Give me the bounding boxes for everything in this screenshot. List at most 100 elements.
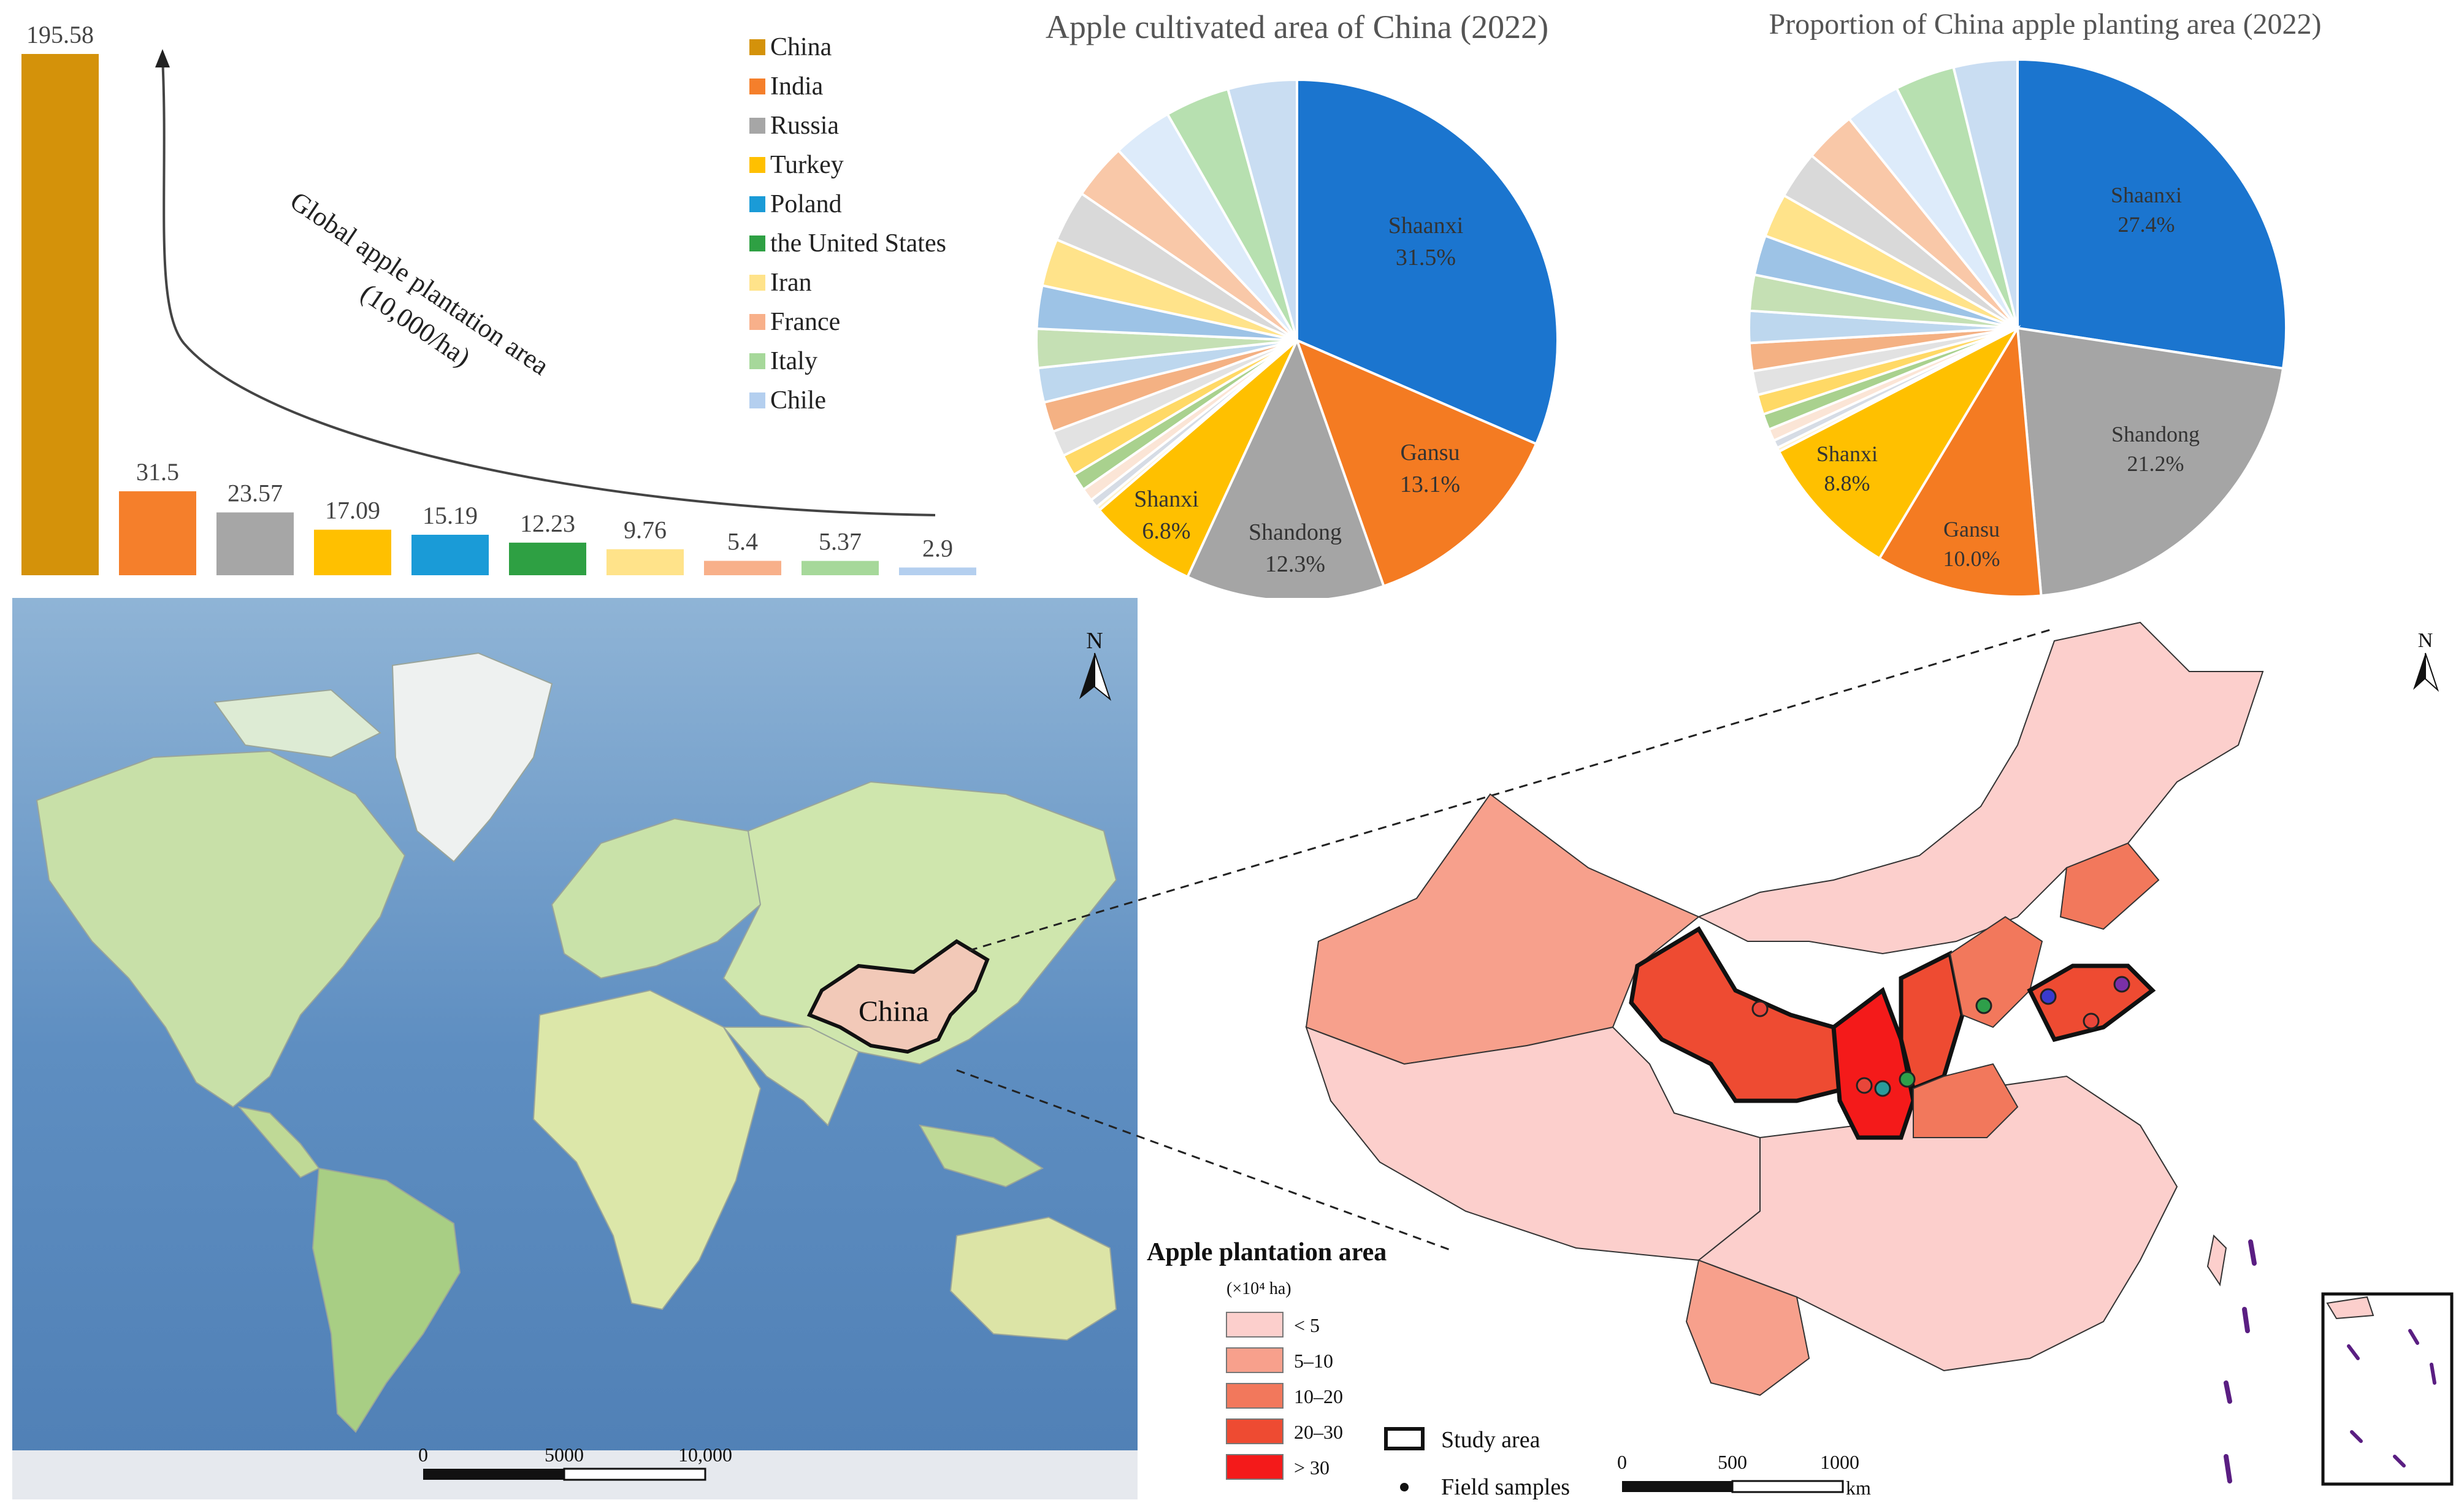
- legend-swatch: [749, 314, 765, 330]
- legend-label: France: [770, 308, 840, 336]
- china-scale-tick-0: 0: [1617, 1451, 1627, 1473]
- pie-left-pct-shaanxi: 31.5%: [1396, 245, 1456, 270]
- field-sample: [2083, 1012, 2100, 1030]
- bar-series: [21, 54, 976, 575]
- region-yunnan: [1685, 1259, 1810, 1396]
- legend-class-label: 5–10: [1294, 1350, 1333, 1372]
- world-north-label: N: [1086, 628, 1103, 654]
- bar-russia: [216, 512, 294, 575]
- legend-class-swatch: [1226, 1383, 1284, 1409]
- pie-left-labels: Shaanxi 31.5% Gansu 13.1% Shandong 12.3%…: [1134, 213, 1463, 577]
- china-outline: [806, 939, 990, 1054]
- china-scale-tick-2: 1000: [1820, 1451, 1859, 1473]
- south-asia: [722, 1027, 860, 1127]
- bar-value-label: 9.76: [624, 516, 667, 544]
- europe: [551, 817, 762, 979]
- pie-slice: [1952, 58, 2019, 329]
- pie-right-label-shanxi: Shanxi: [1816, 442, 1878, 466]
- arrowhead-icon: [155, 49, 170, 67]
- legend-class-label: > 30: [1294, 1456, 1330, 1479]
- region-gansu: [1629, 926, 1867, 1103]
- bar-value-label: 5.4: [727, 528, 758, 556]
- nine-dash-line: [2224, 1239, 2257, 1483]
- bar-india: [119, 491, 196, 575]
- south-china-sea-inset: [2321, 1292, 2454, 1486]
- legend-swatch: [749, 353, 765, 369]
- legend-study-area-swatch: [1384, 1427, 1425, 1450]
- bar-iran: [606, 549, 684, 575]
- pie-chart-planting-proportion: Proportion of China apple planting area …: [1748, 8, 2322, 598]
- pie-right-pct-shanxi: 8.8%: [1824, 471, 1870, 496]
- field-sample: [1899, 1071, 1916, 1088]
- region-shanxi: [1899, 950, 1965, 1092]
- legend-class-swatch: [1226, 1347, 1284, 1373]
- region-liaoning: [2059, 842, 2160, 930]
- legend-swatch: [749, 78, 765, 94]
- pie-slice: [1295, 338, 1538, 588]
- legend-study-area: Study area: [1441, 1427, 1540, 1453]
- bar-poland: [411, 534, 489, 575]
- bar-china: [21, 54, 99, 575]
- legend-field-samples: Field samples: [1441, 1474, 1570, 1500]
- legend-label: Italy: [770, 347, 817, 375]
- legend-label: India: [770, 72, 824, 101]
- field-sample: [1975, 997, 1992, 1014]
- pie-left-label-gansu: Gansu: [1400, 440, 1460, 465]
- bar-value-label: 23.57: [228, 480, 283, 507]
- pie-right-title: Proportion of China apple planting area …: [1769, 8, 2321, 40]
- bar-value-label: 17.09: [325, 497, 380, 524]
- legend-class-label: 20–30: [1294, 1421, 1343, 1443]
- bar-chile: [899, 567, 976, 575]
- pie-right-pct-gansu: 10.0%: [1943, 546, 2000, 571]
- china-scale-unit: km: [1846, 1477, 1871, 1499]
- world-scale-tick-1: 5000: [545, 1444, 584, 1466]
- legend-swatch: [749, 118, 765, 134]
- region-henan: [1913, 1063, 2019, 1138]
- pie-slice: [1296, 78, 1559, 446]
- legend-swatch: [749, 235, 765, 251]
- world-scale-tick-0: 0: [418, 1444, 428, 1466]
- bar-chart: 195.58 31.5 23.57 17.09 15.19 12.23 9.76 5.4 5.3…: [21, 21, 976, 575]
- region-northeast: [1697, 621, 2264, 955]
- legend-swatch: [749, 275, 765, 291]
- legend-class-label: 10–20: [1294, 1385, 1343, 1407]
- region-xinjiang: [1305, 793, 1700, 1065]
- field-sample: [1856, 1077, 1873, 1094]
- greenland: [391, 652, 553, 863]
- pie-right-pct-shaanxi: 27.4%: [2118, 212, 2175, 237]
- region-shaanxi: [1831, 987, 1916, 1140]
- legend-label: Iran: [770, 269, 812, 297]
- legend-swatch: [749, 392, 765, 408]
- legend-label: Russia: [770, 112, 839, 140]
- pie-slice: [2016, 58, 2287, 370]
- pie-right-label-shandong: Shandong: [2111, 422, 2200, 446]
- bar-value-label: 195.58: [26, 21, 94, 48]
- legend-title: Apple plantation area: [1147, 1238, 1387, 1266]
- legend-unit: (×10⁴ ha): [1226, 1279, 1291, 1298]
- pie-slice: [1877, 324, 2043, 598]
- legend-label: Turkey: [770, 151, 844, 179]
- field-sample: [2040, 988, 2057, 1005]
- pie-right-label-shaanxi: Shaanxi: [2111, 183, 2182, 207]
- bar-legend: China India Russia Turkey Poland the United S…: [749, 33, 946, 415]
- field-sample-points: [1751, 976, 2130, 1097]
- legend-class-swatch: [1226, 1454, 1284, 1480]
- pie-right-label-gansu: Gansu: [1943, 517, 2000, 542]
- pie-left-label-shanxi: Shanxi: [1134, 486, 1199, 512]
- africa: [532, 989, 762, 1311]
- china-map: N Apple plantation area (×10⁴ ha) < 5 5–1…: [1147, 621, 2454, 1500]
- taiwan: [2206, 1234, 2227, 1287]
- pie-slice: [1185, 337, 1385, 598]
- china-north-arrow-icon: [2413, 653, 2439, 692]
- world-map: China N 0 5000 10,000: [12, 598, 1138, 1499]
- bar-value-label: 12.23: [520, 510, 575, 537]
- legend-label: Chile: [770, 386, 826, 415]
- south-america: [312, 1167, 461, 1433]
- china-north-label: N: [2418, 629, 2433, 652]
- pie-slice: [2016, 326, 2285, 597]
- arctic-islands: [213, 689, 381, 759]
- bar-value-label: 15.19: [423, 502, 478, 529]
- pie-left-pct-shanxi: 6.8%: [1142, 518, 1190, 544]
- bar-france: [704, 561, 781, 575]
- field-sample: [1874, 1080, 1891, 1097]
